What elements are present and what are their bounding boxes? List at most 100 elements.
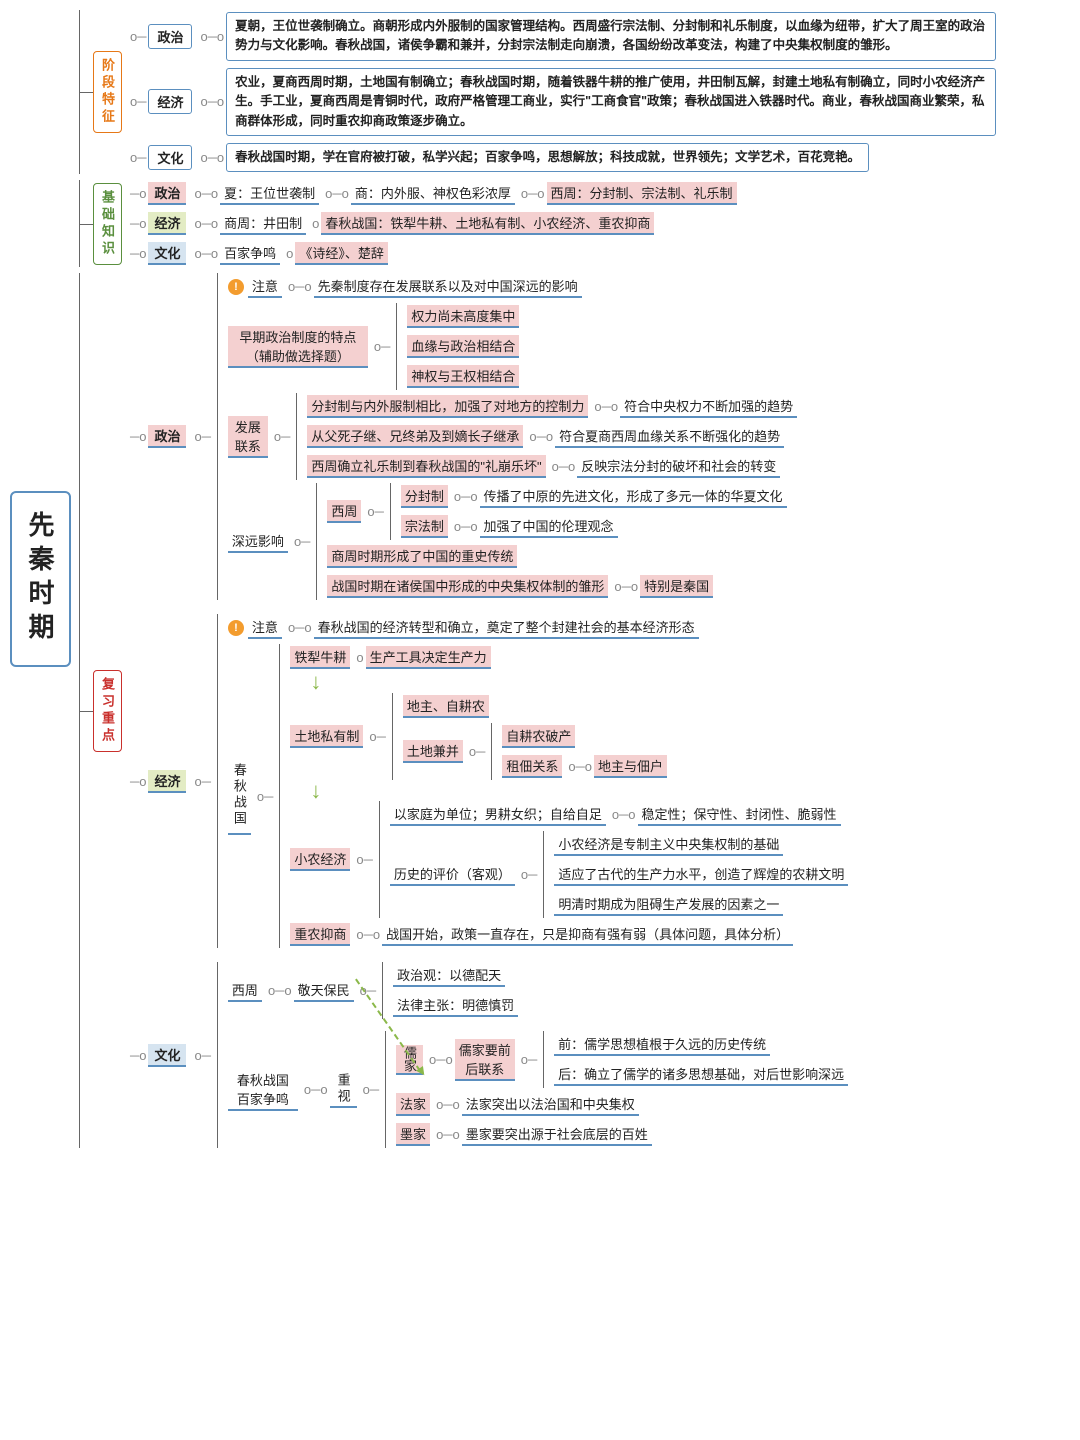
- devlink-a: 从父死子继、兄终弟及到嫡长子继承: [307, 425, 523, 448]
- zhanguo-a: 战国时期在诸侯国中形成的中央集权体制的雏形: [327, 575, 608, 598]
- respect: 敬天保民: [294, 979, 354, 1002]
- connector: ─o: [130, 774, 146, 789]
- connector: o: [286, 246, 293, 261]
- stage-economy-label: 经济: [148, 89, 192, 114]
- devlink: 发展联系 o─ 分封制与内外服制相比，加强了对地方的控制力o─o符合中央权力不断…: [228, 393, 801, 480]
- connector: o─o: [325, 186, 349, 201]
- stage-culture-row: o─ 文化 o─o 春秋战国时期，学在官府被打破，私学兴起；百家争鸣，思想解放；…: [128, 143, 996, 172]
- stage-culture-label: 文化: [148, 145, 192, 170]
- devlink-a: 西周确立礼乐制到春秋战国的"礼崩乐坏": [307, 455, 545, 478]
- ru: 儒家o─o 儒家要前后联系o─ 前：儒学思想植根于久远的历史传统 后：确立了儒学…: [396, 1031, 852, 1088]
- early-point: 权力尚未高度集中: [407, 305, 519, 328]
- level1-children: 阶段特征 o─ 政治 o─o 夏朝，王位世袭制确立。商朝形成内外服制的国家管理结…: [79, 10, 996, 1148]
- xizhou-label: 西周: [327, 500, 361, 523]
- review-culture-label: 文化: [148, 1044, 186, 1067]
- branch-line: [79, 10, 93, 174]
- eval-item: 小农经济是专制主义中央集权制的基础: [554, 833, 783, 856]
- connector: o─: [130, 94, 146, 109]
- connector: ─o: [130, 429, 146, 444]
- fenfeng-label: 分封制: [401, 485, 448, 508]
- impact: 深远影响 o─ 西周 o─ 分封制o─o传播了中原的先进文化，形成了多元一体的华…: [228, 483, 801, 600]
- baijia-label: 春秋战国百家争鸣: [228, 1069, 298, 1111]
- branch-line: [79, 180, 93, 267]
- basic-politics-item: 西周：分封制、宗法制、礼乐制: [547, 182, 737, 205]
- eval-label: 历史的评价（客观）: [390, 863, 515, 886]
- merge-m2b: 地主与佃户: [594, 755, 667, 778]
- zhanguo-b: 特别是秦国: [640, 575, 713, 598]
- merge-m1: 自耕农破产: [502, 725, 575, 748]
- note-label: 注意: [248, 616, 282, 639]
- connector: o─o: [194, 186, 218, 201]
- section-basic: 基础知识 ─o 政治 o─o 夏：王位世袭制 o─o 商：内外服、神权色彩浓厚 …: [79, 180, 996, 267]
- ru-link-label: 儒家要前后联系: [455, 1039, 515, 1081]
- small-label: 小农经济: [290, 848, 350, 871]
- early-point: 神权与王权相结合: [407, 365, 519, 388]
- connector: o─o: [200, 94, 224, 109]
- small-feat-a: 以家庭为单位；男耕女织；自给自足: [390, 803, 606, 826]
- ru-after: 后：确立了儒学的诸多思想基础，对后世影响深远: [554, 1063, 848, 1086]
- connector: o─o: [288, 279, 312, 294]
- mo-label: 墨家: [396, 1123, 430, 1146]
- eval-item: 适应了古代的生产力水平，创造了辉煌的农耕文明: [554, 863, 848, 886]
- ru-before: 前：儒学思想植根于久远的历史传统: [554, 1033, 770, 1056]
- small-econ: 小农经济o─ 以家庭为单位；男耕女织；自给自足o─o稳定性；保守性、封闭性、脆弱…: [290, 801, 852, 918]
- early-label: 早期政治制度的特点（辅助做选择题）: [228, 326, 368, 368]
- basic-culture-row: ─o 文化 o─o 百家争鸣 o 《诗经》、楚辞: [128, 242, 741, 265]
- merge-m2a: 租佃关系: [502, 755, 562, 778]
- connector: o─: [130, 150, 146, 165]
- note-icon: !: [228, 279, 244, 295]
- root-node: 先秦时期: [10, 491, 71, 667]
- note-label: 注意: [248, 275, 282, 298]
- basic-politics-row: ─o 政治 o─o 夏：王位世袭制 o─o 商：内外服、神权色彩浓厚 o─o 西…: [128, 182, 741, 205]
- note-text: 春秋战国的经济转型和确立，奠定了整个封建社会的基本经济形态: [314, 616, 699, 639]
- basic-economy-item: 商周：井田制: [220, 212, 306, 235]
- basic-economy-item: 春秋战国：铁犁牛耕、土地私有制、小农经济、重农抑商: [321, 212, 654, 235]
- xizhou-pol: 政治观：以德配天: [393, 964, 505, 987]
- culture-baijia: 春秋战国百家争鸣o─o 重视o─ 儒家o─o 儒家要前后联系o─ 前：儒学思想植…: [228, 1031, 852, 1148]
- section-stage: 阶段特征 o─ 政治 o─o 夏朝，王位世袭制确立。商朝形成内外服制的国家管理结…: [79, 10, 996, 174]
- section-review: 复习重点 ─o 政治 o─ ! 注意 o─o 先秦制度存在发展联系以及对中国深远…: [79, 273, 996, 1148]
- xizhou-label: 西周: [228, 979, 262, 1002]
- connector: o─o: [521, 186, 545, 201]
- note-text: 先秦制度存在发展联系以及对中国深远的影响: [314, 275, 582, 298]
- basic-culture-label: 文化: [148, 242, 186, 265]
- culture-bracket: 西周o─o 敬天保民o─ 政治观：以德配天 法律主张：明德慎罚 春秋战国百家争鸣…: [217, 962, 852, 1148]
- connector: o─o: [194, 216, 218, 231]
- stage-politics-label: 政治: [148, 24, 192, 49]
- connector: o: [312, 216, 319, 231]
- review-children: ─o 政治 o─ ! 注意 o─o 先秦制度存在发展联系以及对中国深远的影响 早…: [128, 273, 852, 1148]
- stage-politics-row: o─ 政治 o─o 夏朝，王位世袭制确立。商朝形成内外服制的国家管理结构。西周盛…: [128, 12, 996, 61]
- small-feat-b: 稳定性；保守性、封闭性、脆弱性: [638, 803, 841, 826]
- mo-text: 墨家要突出源于社会底层的百姓: [462, 1123, 652, 1146]
- connector: ─o: [130, 1048, 146, 1063]
- connector: o─: [294, 534, 310, 549]
- arrow-down-icon: ↓: [310, 783, 852, 798]
- stage-politics-text: 夏朝，王位世袭制确立。商朝形成内外服制的国家管理结构。西周盛行宗法制、分封制和礼…: [226, 12, 996, 61]
- economy-period: 春秋战国 o─ 铁犁牛耕o生产工具决定生产力 ↓ 土地私有制o─ 地主、自耕农: [228, 644, 852, 948]
- economy-note-row: ! 注意 o─o 春秋战国的经济转型和确立，奠定了整个封建社会的基本经济形态: [228, 616, 852, 639]
- basic-economy-row: ─o 经济 o─o 商周：井田制 o 春秋战国：铁犁牛耕、土地私有制、小农经济、…: [128, 212, 741, 235]
- connector: ─o: [130, 186, 146, 201]
- impact-label: 深远影响: [228, 530, 288, 553]
- stage-label: 阶段特征: [93, 51, 122, 133]
- impact-rows: 西周 o─ 分封制o─o传播了中原的先进文化，形成了多元一体的华夏文化 宗法制o…: [316, 483, 790, 600]
- politics-note-row: ! 注意 o─o 先秦制度存在发展联系以及对中国深远的影响: [228, 275, 801, 298]
- land-p1: 地主、自耕农: [403, 695, 489, 718]
- iron-label: 铁犁牛耕: [290, 646, 350, 669]
- impact-xizhou: 西周 o─ 分封制o─o传播了中原的先进文化，形成了多元一体的华夏文化 宗法制o…: [327, 483, 790, 540]
- early-system: 早期政治制度的特点（辅助做选择题） o─ 权力尚未高度集中 血缘与政治相结合 神…: [228, 303, 801, 390]
- connector: o─: [274, 429, 290, 444]
- connector: o─: [130, 29, 146, 44]
- connector: o─: [374, 339, 390, 354]
- land: 土地私有制o─ 地主、自耕农 土地兼并o─ 自耕农破产 租佃关系o─o地主与佃户: [290, 693, 852, 780]
- connector: o─o: [200, 29, 224, 44]
- devlink-b: 符合夏商西周血缘关系不断强化的趋势: [555, 425, 784, 448]
- basic-economy-label: 经济: [148, 212, 186, 235]
- fa-text: 法家突出以法治国和中央集权: [462, 1093, 639, 1116]
- merge-label: 土地兼并: [403, 740, 463, 763]
- culture-xizhou: 西周o─o 敬天保民o─ 政治观：以德配天 法律主张：明德慎罚: [228, 962, 852, 1019]
- devlink-label: 发展联系: [228, 416, 268, 458]
- politics-bracket: ! 注意 o─o 先秦制度存在发展联系以及对中国深远的影响 早期政治制度的特点（…: [217, 273, 801, 600]
- xizhou-law: 法律主张：明德慎罚: [393, 994, 518, 1017]
- early-points: 权力尚未高度集中 血缘与政治相结合 神权与王权相结合: [396, 303, 523, 390]
